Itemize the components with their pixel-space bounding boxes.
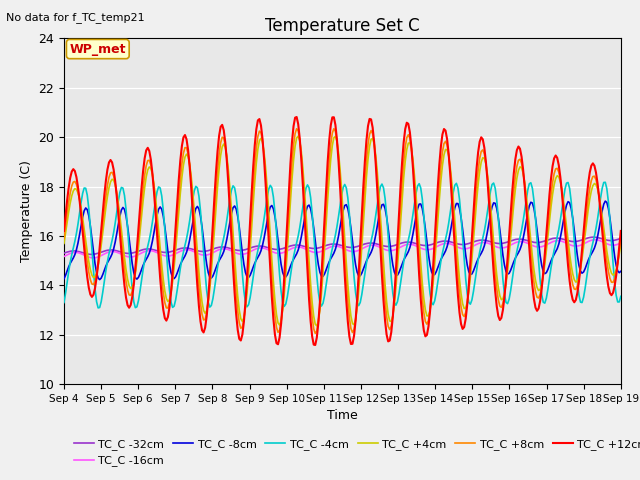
Text: WP_met: WP_met (70, 43, 126, 56)
Y-axis label: Temperature (C): Temperature (C) (20, 160, 33, 262)
Title: Temperature Set C: Temperature Set C (265, 17, 420, 36)
X-axis label: Time: Time (327, 409, 358, 422)
Text: No data for f_TC_temp21: No data for f_TC_temp21 (6, 12, 145, 23)
Legend: TC_C -32cm, TC_C -16cm, TC_C -8cm, TC_C -4cm, TC_C +4cm, TC_C +8cm, TC_C +12cm: TC_C -32cm, TC_C -16cm, TC_C -8cm, TC_C … (70, 434, 640, 471)
